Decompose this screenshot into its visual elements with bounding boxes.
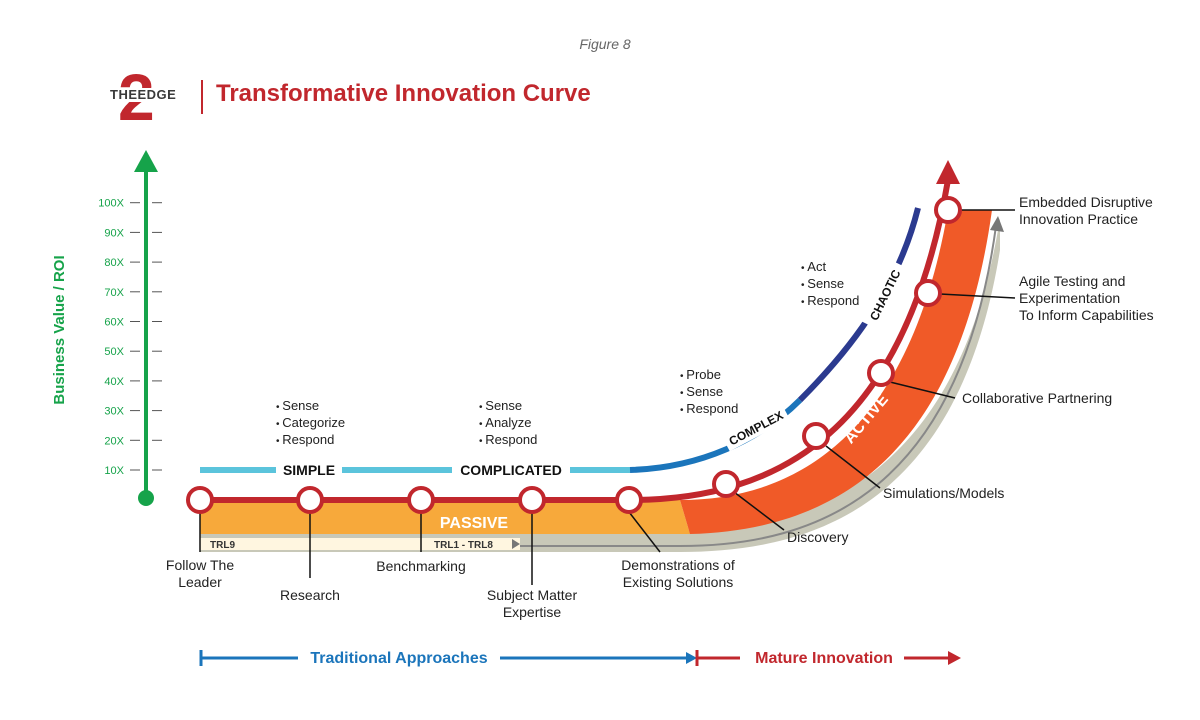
stage-label-embedded-practice: Embedded Disruptive Innovation Practice bbox=[1019, 194, 1153, 227]
stage-marker-agile-testing bbox=[914, 279, 942, 307]
figure-label: Figure 8 bbox=[579, 36, 631, 52]
y-tick-label: 10X bbox=[104, 465, 124, 477]
logo-word: THEEDGE bbox=[108, 87, 179, 102]
bullet-item: Sense bbox=[801, 276, 859, 293]
chaotic-bullets: Act Sense Respond bbox=[801, 259, 859, 310]
y-tick-label: 30X bbox=[104, 406, 124, 418]
trl-right-label: TRL1 - TRL8 bbox=[434, 540, 493, 551]
bullet-item: Sense bbox=[479, 398, 537, 415]
theedge2-logo: 2 THEEDGE bbox=[104, 64, 196, 130]
traditional-approaches-label: Traditional Approaches bbox=[310, 650, 487, 667]
y-tick-label: 60X bbox=[104, 317, 124, 329]
diagram-title: Transformative Innovation Curve bbox=[216, 80, 591, 107]
mature-arrow-icon bbox=[948, 651, 961, 665]
y-axis: 10X 20X 30X 40X 50X 60X 70X 80X 90X 100X Business… bbox=[51, 150, 162, 506]
bullet-item: Respond bbox=[276, 432, 345, 449]
simple-bullets: Sense Categorize Respond bbox=[276, 398, 345, 449]
stage-marker-research bbox=[296, 486, 324, 514]
trl-strip bbox=[200, 538, 520, 550]
stage-label-benchmarking: Benchmarking bbox=[376, 558, 466, 574]
stage-marker-embedded-practice bbox=[934, 196, 962, 224]
traditional-arrow-icon bbox=[686, 652, 697, 664]
stage-label-line: Existing Solutions bbox=[623, 574, 734, 590]
passive-label: PASSIVE bbox=[440, 515, 509, 532]
stage-label-line: Agile Testing and bbox=[1019, 273, 1125, 289]
title-divider bbox=[201, 80, 203, 114]
stage-label-line: Follow The bbox=[166, 557, 234, 573]
bullet-item: Analyze bbox=[479, 415, 537, 432]
bullet-item: Respond bbox=[801, 293, 859, 310]
stage-marker-simulations bbox=[802, 422, 830, 450]
stage-label-agile-testing: Agile Testing and Experimentation To Infor… bbox=[1019, 273, 1154, 323]
stage-leader-lines bbox=[199, 209, 1016, 585]
stage-label-subject-matter-expertise: Subject Matter Expertise bbox=[487, 587, 578, 620]
trl-end-arrow-icon bbox=[990, 216, 1004, 232]
curve-arrow-icon bbox=[936, 160, 960, 184]
approach-bar: Traditional Approaches Mature Innovation bbox=[199, 650, 961, 667]
mature-innovation-label: Mature Innovation bbox=[755, 650, 893, 667]
y-tick-label: 20X bbox=[104, 435, 124, 447]
stage-label-line: Experimentation bbox=[1019, 290, 1120, 306]
domain-simple-label: SIMPLE bbox=[283, 462, 335, 478]
trl-left-label: TRL9 bbox=[210, 540, 235, 551]
y-axis-label: Business Value / ROI bbox=[51, 255, 68, 404]
stage-label-demonstrations: Demonstrations of Existing Solutions bbox=[621, 557, 735, 590]
passive-band bbox=[200, 500, 690, 534]
bullet-item: Respond bbox=[479, 432, 537, 449]
stage-marker-discovery bbox=[712, 470, 740, 498]
stage-marker-demonstrations bbox=[615, 486, 643, 514]
stage-label-line: Demonstrations of bbox=[621, 557, 735, 573]
y-axis-origin-dot bbox=[138, 490, 154, 506]
stage-label-discovery: Discovery bbox=[787, 529, 848, 545]
y-tick-label: 70X bbox=[104, 287, 124, 299]
trl-arrow-icon bbox=[512, 539, 520, 549]
y-tick-label: 100X bbox=[98, 198, 124, 210]
y-axis-arrow-icon bbox=[134, 150, 158, 172]
bullet-item: Sense bbox=[276, 398, 345, 415]
stage-marker-benchmarking bbox=[407, 486, 435, 514]
stage-label-line: Expertise bbox=[503, 604, 562, 620]
stage-marker-subject-matter-expertise bbox=[518, 486, 546, 514]
bullet-item: Act bbox=[801, 259, 859, 276]
y-tick-label: 90X bbox=[104, 227, 124, 239]
stage-marker-collaborative-partnering bbox=[867, 359, 895, 387]
stage-label-follow-the-leader: Follow The Leader bbox=[166, 557, 234, 590]
stage-label-research: Research bbox=[280, 587, 340, 603]
stage-label-collaborative-partnering: Collaborative Partnering bbox=[962, 390, 1112, 406]
complicated-bullets: Sense Analyze Respond bbox=[479, 398, 537, 449]
y-tick-label: 50X bbox=[104, 346, 124, 358]
y-tick-label: 40X bbox=[104, 376, 124, 388]
y-tick-label: 80X bbox=[104, 257, 124, 269]
active-band bbox=[680, 210, 992, 534]
stage-label-line: Innovation Practice bbox=[1019, 211, 1138, 227]
bullet-item: Probe bbox=[680, 367, 738, 384]
trl-progress-line bbox=[520, 225, 997, 547]
bullet-item: Respond bbox=[680, 401, 738, 418]
stage-label-line: Embedded Disruptive bbox=[1019, 194, 1153, 210]
stage-label-line: Subject Matter bbox=[487, 587, 578, 603]
domain-complicated-label: COMPLICATED bbox=[460, 462, 562, 478]
bullet-item: Sense bbox=[680, 384, 738, 401]
stage-label-line: To Inform Capabilities bbox=[1019, 307, 1154, 323]
bullet-item: Categorize bbox=[276, 415, 345, 432]
stage-marker-follow-the-leader bbox=[186, 486, 214, 514]
stage-label-line: Leader bbox=[178, 574, 222, 590]
stage-label-simulations: Simulations/Models bbox=[883, 485, 1004, 501]
complex-bullets: Probe Sense Respond bbox=[680, 367, 738, 418]
